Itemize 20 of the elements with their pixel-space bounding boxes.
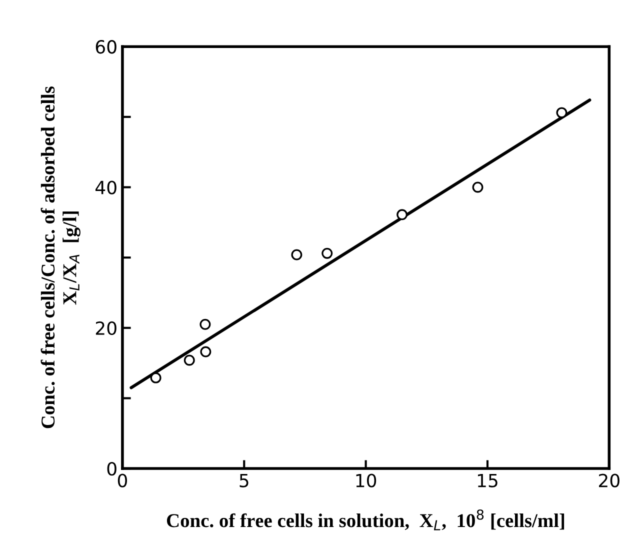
y-axis-title: Conc. of free cells/Conc. of adsorbed cells X$_{L}$/X$_{A}$ [g/l] <box>40 86 80 428</box>
point <box>200 346 212 358</box>
x-tick-label: 10 <box>356 474 376 488</box>
point <box>322 248 333 259</box>
x-tick-label: 5 <box>240 474 248 488</box>
point <box>200 318 211 330</box>
x-tick-label: 15 <box>478 474 498 488</box>
point <box>184 354 195 366</box>
point <box>150 372 162 384</box>
y-tick-label: 20 <box>96 321 116 336</box>
x-tick-label: 0 <box>118 474 128 488</box>
point <box>472 182 484 193</box>
y-tick-label: 0 <box>107 462 116 476</box>
x-tick-label: 20 <box>598 474 620 488</box>
point <box>291 249 302 260</box>
point <box>556 107 568 118</box>
y-tick-label: 40 <box>96 180 116 194</box>
point <box>396 209 408 220</box>
y-tick-label: 60 <box>96 40 116 54</box>
x-axis-title: Conc. of free cells in solution, X$_{L}$, 10$^{8}$ [cells/ml] <box>166 509 564 530</box>
